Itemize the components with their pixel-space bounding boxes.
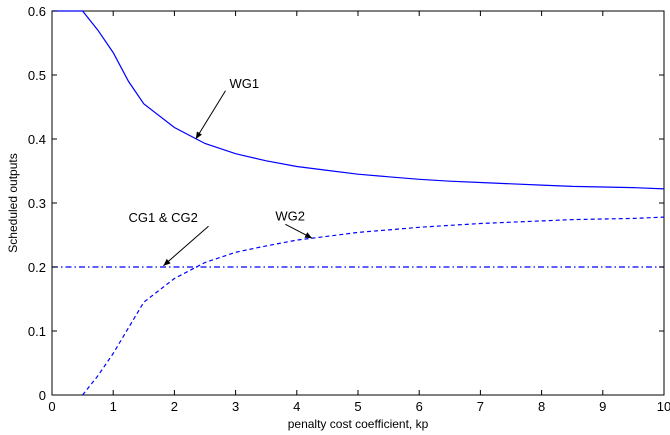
- y-tick-label: 0.1: [28, 324, 46, 339]
- series-line-wg1: [52, 10, 665, 190]
- y-tick-label: 0: [39, 388, 46, 403]
- annotation-label-cg1-cg2: CG1 & CG2: [129, 210, 198, 225]
- annotation-label-wg2: WG2: [275, 208, 305, 223]
- x-tick-label: 5: [354, 399, 361, 414]
- x-tick-label: 0: [48, 399, 55, 414]
- annotation-arrowhead-cg1-cg2: [163, 258, 171, 266]
- x-tick-label: 3: [232, 399, 239, 414]
- annotation-layer: WG1 WG2 CG1 & CG2: [129, 76, 313, 267]
- x-axis-label: penalty cost coefficient, kp: [288, 417, 429, 431]
- x-tick-label: 6: [416, 399, 423, 414]
- y-tick-label: 0.2: [28, 260, 46, 275]
- x-tick-label: 9: [599, 399, 606, 414]
- annotation-arrowhead-wg2: [304, 232, 313, 239]
- annotation-arrowhead-wg1: [195, 131, 202, 139]
- axis-ticks: 0 1 2 3 4 5 6 7 8 9 10 0 0.1 0.2 0.3 0.4 0.5 0.6: [28, 4, 670, 414]
- y-tick-label: 0.4: [28, 132, 46, 147]
- series-line-wg2: [82, 216, 665, 396]
- x-tick-label: 4: [293, 399, 300, 414]
- y-tick-label: 0.5: [28, 68, 46, 83]
- x-tick-label: 7: [477, 399, 484, 414]
- x-tick-label: 8: [538, 399, 545, 414]
- annotation-label-wg1: WG1: [229, 76, 259, 91]
- annotation-arrow-wg1: [195, 90, 226, 140]
- annotation-arrow-cg1-cg2: [163, 225, 209, 267]
- y-tick-label: 0.3: [28, 196, 46, 211]
- x-tick-label: 2: [171, 399, 178, 414]
- plot-frame: [51, 10, 665, 396]
- y-tick-label: 0.6: [28, 4, 46, 19]
- y-axis-label: Scheduled outputs: [6, 153, 20, 252]
- x-tick-label: 10: [657, 399, 670, 414]
- x-tick-label: 1: [110, 399, 117, 414]
- series-layer: [52, 10, 665, 396]
- plot-area: [51, 10, 665, 396]
